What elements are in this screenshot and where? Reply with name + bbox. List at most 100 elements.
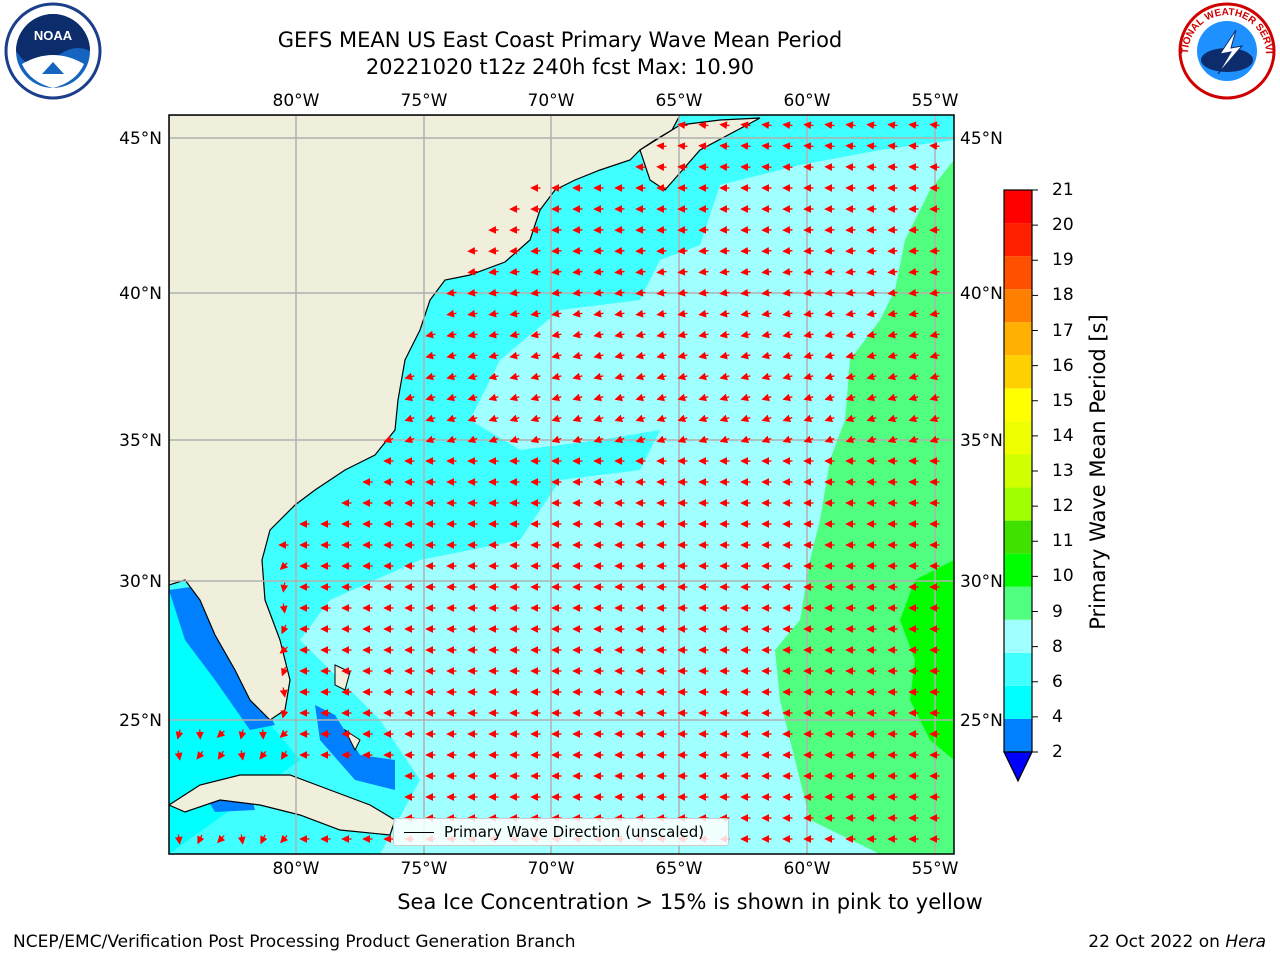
- wave-direction-arrow: [887, 393, 898, 402]
- wave-direction-arrow: [908, 414, 919, 423]
- colorbar-bin: [1004, 553, 1032, 587]
- wave-direction-arrow: [740, 142, 751, 151]
- wave-direction-arrow: [593, 330, 604, 339]
- wave-direction-arrow: [887, 142, 898, 151]
- wave-direction-arrow: [929, 351, 940, 360]
- wave-direction-arrow: [782, 267, 793, 276]
- colorbar-tick-label: 16: [1052, 355, 1074, 376]
- wave-direction-arrow: [488, 246, 499, 255]
- wave-direction-arrow: [488, 435, 499, 444]
- wave-direction-arrow: [425, 330, 436, 339]
- wave-direction-arrow: [782, 142, 793, 151]
- wave-direction-arrow: [677, 414, 688, 423]
- colorbar-tick-label: 11: [1052, 531, 1074, 552]
- wave-direction-arrow: [761, 267, 772, 276]
- wave-direction-arrow: [383, 435, 394, 444]
- wave-direction-arrow: [279, 561, 289, 570]
- land-nova-scotia: [639, 117, 761, 191]
- wave-direction-arrow: [593, 414, 604, 423]
- lon-label-top-65: 65°W: [656, 91, 703, 111]
- wave-direction-arrow: [761, 351, 772, 360]
- map-axes: 80°W 75°W 70°W 65°W 60°W 55°W 80°W 75°W …: [119, 91, 1003, 879]
- wave-direction-arrow: [677, 330, 688, 339]
- wave-direction-arrow: [425, 414, 436, 423]
- lat-label-right-35: 35°N: [960, 431, 1003, 451]
- wave-direction-arrow: [803, 372, 814, 381]
- wave-direction-arrow: [425, 351, 436, 360]
- wave-direction-arrow: [572, 309, 583, 318]
- footer-host: Hera: [1225, 932, 1266, 952]
- wave-direction-arrow: [908, 393, 919, 402]
- wave-direction-arrow: [866, 351, 877, 360]
- wave-direction-arrow: [782, 393, 793, 402]
- wave-direction-arrow: [572, 246, 583, 255]
- colorbar-tick-label: 9: [1052, 601, 1063, 622]
- wave-direction-arrow: [196, 751, 205, 760]
- wave-direction-arrow: [740, 288, 751, 297]
- wave-direction-arrow: [929, 330, 940, 339]
- wave-direction-arrow: [614, 351, 625, 360]
- wave-direction-arrow: [824, 267, 835, 276]
- lon-label-top-75: 75°W: [401, 91, 448, 111]
- wave-direction-arrow: [908, 435, 919, 444]
- sea-ice-caption-text: Sea Ice Concentration > 15% is shown in …: [397, 890, 983, 914]
- wave-direction-arrow: [803, 435, 814, 444]
- wave-direction-arrow: [845, 414, 856, 423]
- wave-direction-arrow: [509, 414, 520, 423]
- colorbar-bin: [1004, 718, 1032, 752]
- wave-direction-arrow: [467, 393, 478, 402]
- wave-direction-arrow: [803, 121, 814, 130]
- colorbar-bin: [1004, 190, 1032, 224]
- wave-direction-arrow: [238, 729, 247, 740]
- wave-direction-arrow: [488, 393, 499, 402]
- wave-direction-arrow: [237, 834, 246, 845]
- colorbar-tick-label: 15: [1052, 390, 1074, 411]
- colorbar-tick-label: 4: [1052, 706, 1063, 727]
- wave-direction-arrow: [803, 288, 814, 297]
- wave-direction-arrow: [425, 435, 436, 444]
- wave-direction-arrow: [740, 121, 751, 130]
- wave-direction-arrow: [908, 372, 919, 381]
- wave-direction-arrow: [761, 330, 772, 339]
- wave-direction-arrow: [509, 309, 520, 318]
- map-legend: Primary Wave Direction (unscaled): [393, 818, 729, 846]
- wave-direction-arrow: [929, 121, 940, 130]
- wave-direction-arrow: [740, 351, 751, 360]
- colorbar-bin: [1004, 520, 1032, 554]
- wave-direction-arrow: [866, 246, 877, 255]
- wave-direction-arrow: [467, 267, 478, 276]
- wave-direction-arrow: [908, 330, 919, 339]
- noaa-logo: NOAA: [4, 2, 102, 100]
- wave-direction-arrow: [635, 372, 646, 381]
- wave-direction-arrow: [761, 121, 772, 130]
- wave-direction-arrow: [593, 267, 604, 276]
- wave-direction-arrow: [530, 351, 541, 360]
- colorbar-tick-label: 10: [1052, 566, 1074, 587]
- wave-direction-arrow: [593, 393, 604, 402]
- wave-direction-arrow: [782, 351, 793, 360]
- wave-direction-arrow: [761, 372, 772, 381]
- colorbar-bin: [1004, 454, 1032, 488]
- colorbar-bin: [1004, 421, 1032, 455]
- wave-direction-arrow: [509, 267, 520, 276]
- wave-direction-arrow: [572, 435, 583, 444]
- wave-direction-arrow: [761, 393, 772, 402]
- wave-direction-arrow: [551, 393, 562, 402]
- wave-direction-arrow: [824, 121, 835, 130]
- wave-direction-arrow: [803, 330, 814, 339]
- wave-direction-arrow: [488, 351, 499, 360]
- wave-direction-arrow: [593, 372, 604, 381]
- wave-direction-arrow: [908, 351, 919, 360]
- map-title: GEFS MEAN US East Coast Primary Wave Mea…: [277, 28, 843, 52]
- wave-direction-arrow: [803, 142, 814, 151]
- wave-direction-arrow: [614, 246, 625, 255]
- svg-text:NOAA: NOAA: [34, 28, 73, 43]
- wave-direction-arrows: [174, 121, 940, 845]
- wave-direction-arrow: [551, 309, 562, 318]
- colorbar-bin: [1004, 652, 1032, 686]
- map-subtitle: 20221020 t12z 240h fcst Max: 10.90: [365, 55, 755, 79]
- wave-direction-arrow: [446, 393, 457, 402]
- wave-direction-arrow: [740, 435, 751, 444]
- wave-direction-arrow: [281, 624, 289, 635]
- wave-direction-arrow: [656, 351, 667, 360]
